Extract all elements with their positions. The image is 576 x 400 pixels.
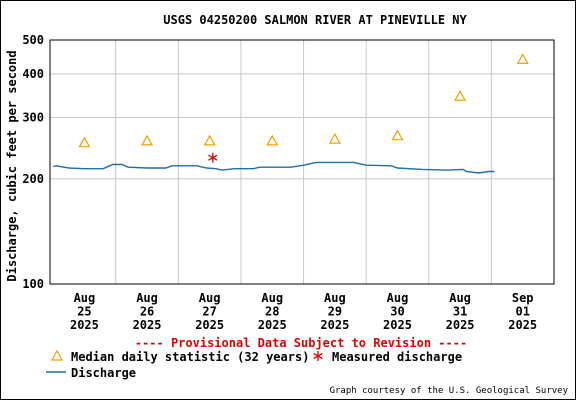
legend-asterisk-icon xyxy=(313,351,323,361)
legend-label: Median daily statistic (32 years) xyxy=(71,350,309,364)
legend-triangle-icon xyxy=(50,349,64,361)
x-tick-label: Aug xyxy=(449,291,471,305)
y-tick-label: 400 xyxy=(22,67,44,81)
x-tick-label: 2025 xyxy=(70,318,99,332)
y-tick-label: 500 xyxy=(22,33,44,47)
x-tick-label: 30 xyxy=(390,305,404,319)
median-statistic-point xyxy=(516,53,529,64)
median-statistic-point xyxy=(141,134,154,146)
median-statistic-point xyxy=(454,90,467,101)
x-tick-label: 2025 xyxy=(383,318,412,332)
legend: Median daily statistic (32 years) Measure… xyxy=(46,349,462,380)
x-tick-label: Aug xyxy=(324,291,346,305)
x-tick-label: 28 xyxy=(265,305,279,319)
median-statistic-point xyxy=(328,132,341,144)
x-tick-label: 01 xyxy=(515,305,529,319)
series-layer xyxy=(52,53,529,174)
provisional-data-notice: ---- Provisional Data Subject to Revisio… xyxy=(135,336,467,350)
x-tick-label: Aug xyxy=(199,291,221,305)
median-statistic-point xyxy=(391,129,404,141)
median-statistic-point xyxy=(266,134,279,146)
y-tick-label: 200 xyxy=(22,172,44,186)
x-tick-label: Aug xyxy=(136,291,158,305)
measured-discharge-point xyxy=(208,152,218,163)
plot-area xyxy=(49,39,555,285)
x-tick-label: 27 xyxy=(202,305,216,319)
y-axis-ticks: 100 200 300 400 500 xyxy=(22,33,44,291)
y-tick-label: 100 xyxy=(22,277,44,291)
x-tick-label: Sep xyxy=(512,291,534,305)
chart-title: USGS 04250200 SALMON RIVER AT PINEVILLE … xyxy=(163,13,467,27)
x-axis-ticks: Aug252025Aug262025Aug272025Aug282025Aug2… xyxy=(70,291,537,332)
x-tick-label: 26 xyxy=(140,305,154,319)
x-tick-label: 31 xyxy=(453,305,467,319)
x-tick-label: 2025 xyxy=(195,318,224,332)
x-tick-label: 2025 xyxy=(258,318,287,332)
x-tick-label: 2025 xyxy=(446,318,475,332)
x-tick-label: Aug xyxy=(261,291,283,305)
x-tick-label: 2025 xyxy=(133,318,162,332)
y-axis-label: Discharge, cubic feet per second xyxy=(5,50,19,281)
x-tick-label: 29 xyxy=(328,305,342,319)
x-tick-label: Aug xyxy=(387,291,409,305)
x-tick-label: 2025 xyxy=(508,318,537,332)
y-tick-label: 300 xyxy=(22,110,44,124)
median-statistic-point xyxy=(78,136,91,148)
legend-label: Discharge xyxy=(71,366,136,380)
median-statistic-point xyxy=(203,134,216,146)
x-tick-label: Aug xyxy=(74,291,96,305)
legend-label: Measured discharge xyxy=(332,350,462,364)
credit-text: Graph courtesy of the U.S. Geological Su… xyxy=(330,386,569,396)
x-tick-label: 2025 xyxy=(320,318,349,332)
grid xyxy=(50,40,554,284)
x-tick-label: 25 xyxy=(77,305,91,319)
discharge-series-line xyxy=(52,161,495,174)
